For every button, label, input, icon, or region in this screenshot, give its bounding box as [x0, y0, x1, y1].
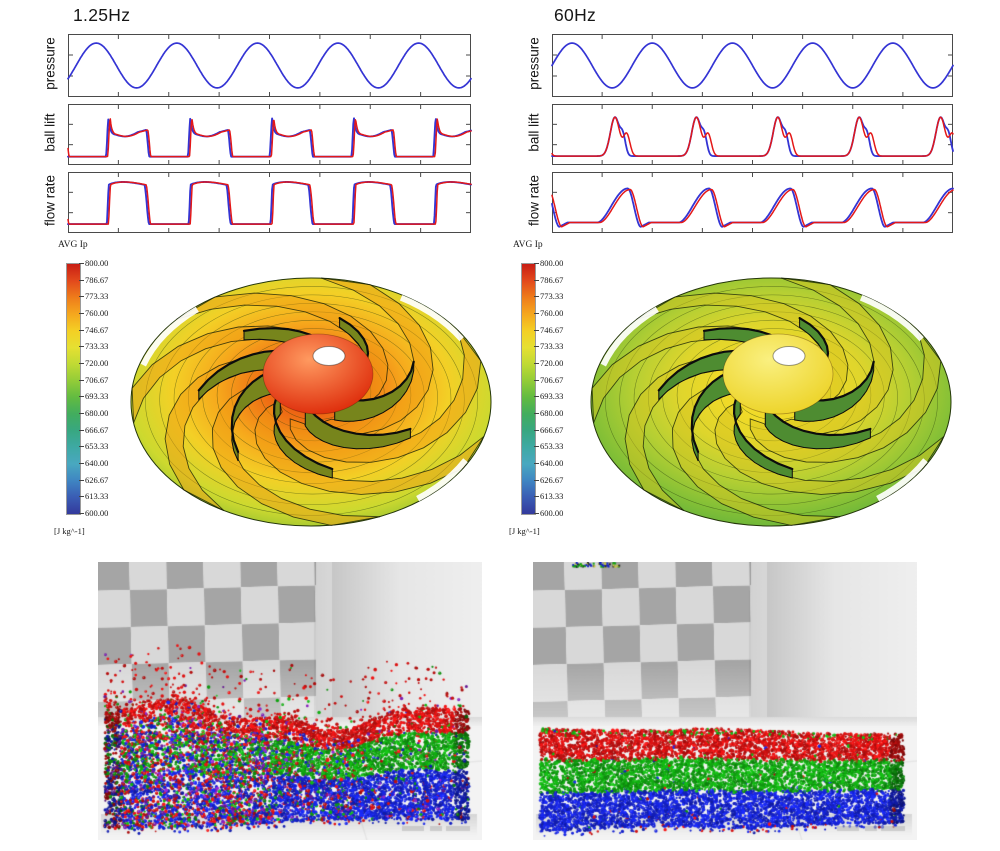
colorbar-tick-mark [79, 313, 84, 314]
colorbar-tick-mark [79, 429, 84, 431]
colorbar-tick-label: 666.67 [540, 424, 564, 435]
colorbar-unit: [J kg^-1] [509, 526, 540, 536]
colorbar-tick-label: 733.33 [540, 341, 564, 352]
plot-ball-lift-125hz [67, 104, 472, 165]
colorbar-tick-mark [534, 413, 539, 414]
colorbar-tick-label: 693.33 [85, 391, 109, 402]
colorbar-tick-mark [534, 379, 539, 381]
colorbar-tick-label: 600.00 [540, 508, 564, 518]
colorbar-tick-label: 786.67 [85, 274, 109, 285]
colorbar-tick-mark [534, 513, 539, 514]
colorbar-tick-label: 626.67 [540, 474, 564, 485]
colorbar-tick-mark [534, 263, 539, 264]
column-title-125hz: 1.25Hz [73, 5, 131, 25]
colorbar-tick-label: 760.00 [540, 308, 564, 318]
colorbar-tick-label: 653.33 [540, 441, 564, 452]
impeller-render-125hz [128, 250, 494, 542]
colorbar-left: AVG Ip [J kg^-1] 800.00 786.67 773.33 760.0… [52, 240, 182, 550]
colorbar-tick-label: 626.67 [85, 474, 109, 485]
colorbar-tick-label: 773.33 [540, 291, 564, 302]
colorbar-tick-mark [79, 496, 84, 498]
colorbar-tick-label: 800.00 [85, 258, 109, 268]
colorbar-tick-label: 600.00 [85, 508, 109, 518]
plot-flow-rate-125hz [67, 172, 472, 233]
colorbar-tick-mark [534, 479, 539, 481]
colorbar-tick-label: 720.00 [540, 358, 564, 368]
colorbar-tick-mark [534, 496, 539, 498]
colorbar-tick-label: 666.67 [85, 424, 109, 435]
colorbar-tick-mark [79, 413, 84, 414]
plot-pressure-60hz [551, 34, 954, 97]
colorbar-tick-label: 613.33 [85, 491, 109, 502]
plot-pressure-125hz [67, 34, 472, 97]
colorbar-tick-label: 680.00 [540, 408, 564, 418]
colorbar-gradient [66, 263, 81, 515]
colorbar-unit: [J kg^-1] [54, 526, 85, 536]
colorbar-tick-mark [534, 446, 539, 448]
colorbar-title: AVG Ip [58, 240, 88, 250]
colorbar-tick-mark [79, 363, 84, 364]
colorbar-gradient [521, 263, 536, 515]
colorbar-tick-label: 746.67 [85, 324, 109, 335]
particle-sim-125hz [98, 562, 482, 840]
plot-flow-rate-60hz [551, 172, 954, 233]
colorbar-tick-mark [79, 329, 84, 331]
colorbar-tick-label: 706.67 [85, 374, 109, 385]
colorbar-tick-label: 773.33 [85, 291, 109, 302]
colorbar-tick-label: 640.00 [540, 458, 564, 468]
colorbar-tick-mark [534, 296, 539, 298]
colorbar-title: AVG Ip [513, 240, 543, 250]
colorbar-tick-mark [534, 463, 539, 464]
colorbar-tick-mark [534, 279, 539, 281]
impeller-render-60hz [588, 250, 954, 542]
colorbar-tick-mark [79, 279, 84, 281]
colorbar-tick-mark [534, 363, 539, 364]
colorbar-tick-mark [534, 329, 539, 331]
colorbar-tick-label: 693.33 [540, 391, 564, 402]
colorbar-tick-label: 733.33 [85, 341, 109, 352]
colorbar-tick-mark [79, 463, 84, 464]
colorbar-tick-label: 786.67 [540, 274, 564, 285]
colorbar-tick-label: 706.67 [540, 374, 564, 385]
colorbar-tick-mark [79, 513, 84, 514]
colorbar-tick-label: 760.00 [85, 308, 109, 318]
colorbar-tick-label: 640.00 [85, 458, 109, 468]
colorbar-tick-label: 720.00 [85, 358, 109, 368]
plot-ball-lift-60hz [551, 104, 954, 165]
particle-sim-60hz [533, 562, 917, 840]
colorbar-tick-mark [534, 396, 539, 398]
colorbar-tick-label: 800.00 [540, 258, 564, 268]
colorbar-tick-mark [79, 346, 84, 348]
colorbar-tick-mark [534, 346, 539, 348]
colorbar-tick-label: 653.33 [85, 441, 109, 452]
colorbar-tick-mark [79, 379, 84, 381]
colorbar-tick-label: 680.00 [85, 408, 109, 418]
colorbar-tick-mark [79, 396, 84, 398]
column-title-60hz: 60Hz [554, 5, 597, 25]
colorbar-tick-mark [534, 313, 539, 314]
colorbar-tick-mark [79, 296, 84, 298]
colorbar-tick-mark [79, 446, 84, 448]
colorbar-tick-mark [79, 479, 84, 481]
colorbar-tick-mark [79, 263, 84, 264]
colorbar-tick-label: 613.33 [540, 491, 564, 502]
colorbar-right: AVG Ip [J kg^-1] 800.00 786.67 773.33 760.0… [507, 240, 637, 550]
colorbar-tick-label: 746.67 [540, 324, 564, 335]
colorbar-tick-mark [534, 429, 539, 431]
